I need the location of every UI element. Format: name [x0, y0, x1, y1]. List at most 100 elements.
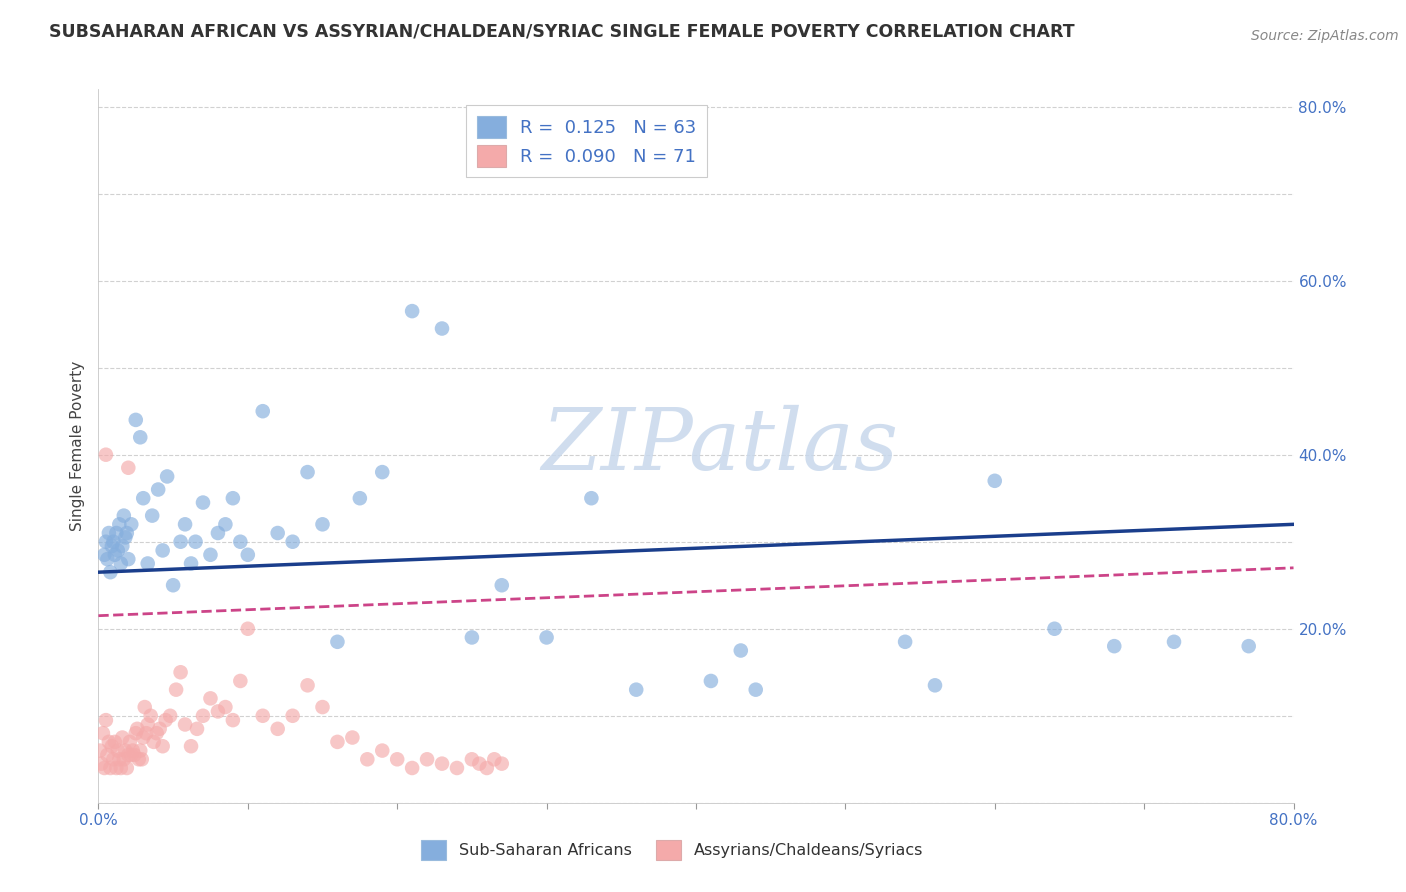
Point — [169, 534, 191, 549]
Point — [114, 530, 136, 544]
Point — [267, 526, 290, 541]
Point — [136, 717, 159, 731]
Point — [174, 717, 197, 731]
Point — [281, 708, 304, 723]
Point — [141, 508, 163, 523]
Point — [342, 731, 364, 745]
Point — [984, 474, 1007, 488]
Text: ZIPatlas: ZIPatlas — [541, 405, 898, 487]
Point — [117, 747, 139, 762]
Point — [101, 739, 124, 754]
Point — [297, 465, 319, 479]
Point — [430, 321, 453, 335]
Point — [145, 726, 167, 740]
Point — [430, 756, 453, 771]
Point — [214, 700, 236, 714]
Point — [100, 761, 122, 775]
Point — [105, 761, 128, 775]
Point — [484, 752, 506, 766]
Point — [165, 682, 187, 697]
Point — [96, 747, 118, 762]
Point — [491, 756, 513, 771]
Point — [222, 713, 245, 727]
Point — [159, 708, 181, 723]
Point — [311, 517, 333, 532]
Point — [112, 508, 135, 523]
Point — [94, 534, 117, 549]
Point — [236, 548, 259, 562]
Point — [134, 700, 156, 714]
Point — [103, 534, 125, 549]
Point — [180, 557, 202, 571]
Point — [90, 756, 112, 771]
Point — [132, 491, 155, 506]
Point — [186, 722, 208, 736]
Point — [100, 565, 122, 579]
Point — [461, 631, 484, 645]
Point — [162, 578, 184, 592]
Point — [117, 552, 139, 566]
Point — [371, 465, 394, 479]
Point — [1104, 639, 1126, 653]
Point — [207, 526, 229, 541]
Point — [446, 761, 468, 775]
Point — [229, 673, 252, 688]
Point — [191, 708, 214, 723]
Point — [104, 548, 127, 562]
Point — [105, 526, 128, 541]
Point — [107, 743, 129, 757]
Point — [924, 678, 946, 692]
Point — [207, 705, 229, 719]
Point — [200, 548, 222, 562]
Point — [124, 747, 146, 762]
Point — [155, 713, 177, 727]
Point — [115, 526, 138, 541]
Point — [252, 404, 274, 418]
Point — [94, 448, 117, 462]
Point — [97, 735, 120, 749]
Point — [110, 761, 132, 775]
Point — [626, 682, 648, 697]
Point — [115, 761, 138, 775]
Point — [121, 743, 143, 757]
Point — [97, 526, 120, 541]
Text: Source: ZipAtlas.com: Source: ZipAtlas.com — [1251, 29, 1399, 43]
Point — [281, 534, 304, 549]
Point — [129, 430, 152, 444]
Point — [108, 517, 131, 532]
Point — [214, 517, 236, 532]
Point — [139, 708, 162, 723]
Point — [267, 722, 290, 736]
Point — [184, 534, 207, 549]
Point — [103, 752, 125, 766]
Point — [297, 678, 319, 692]
Point — [200, 691, 222, 706]
Point — [110, 557, 132, 571]
Point — [152, 739, 174, 754]
Point — [700, 673, 723, 688]
Point — [229, 534, 252, 549]
Point — [114, 743, 136, 757]
Point — [149, 722, 172, 736]
Point — [93, 548, 115, 562]
Point — [129, 743, 152, 757]
Point — [461, 752, 484, 766]
Point — [125, 726, 148, 740]
Point — [131, 752, 153, 766]
Point — [349, 491, 371, 506]
Point — [128, 752, 150, 766]
Point — [475, 761, 498, 775]
Point — [326, 735, 349, 749]
Point — [142, 735, 165, 749]
Point — [91, 726, 114, 740]
Point — [468, 756, 491, 771]
Point — [132, 731, 155, 745]
Point — [385, 752, 409, 766]
Point — [371, 743, 394, 757]
Point — [111, 539, 134, 553]
Point — [89, 743, 111, 757]
Point — [1043, 622, 1066, 636]
Point — [169, 665, 191, 680]
Point — [104, 735, 127, 749]
Point — [311, 700, 333, 714]
